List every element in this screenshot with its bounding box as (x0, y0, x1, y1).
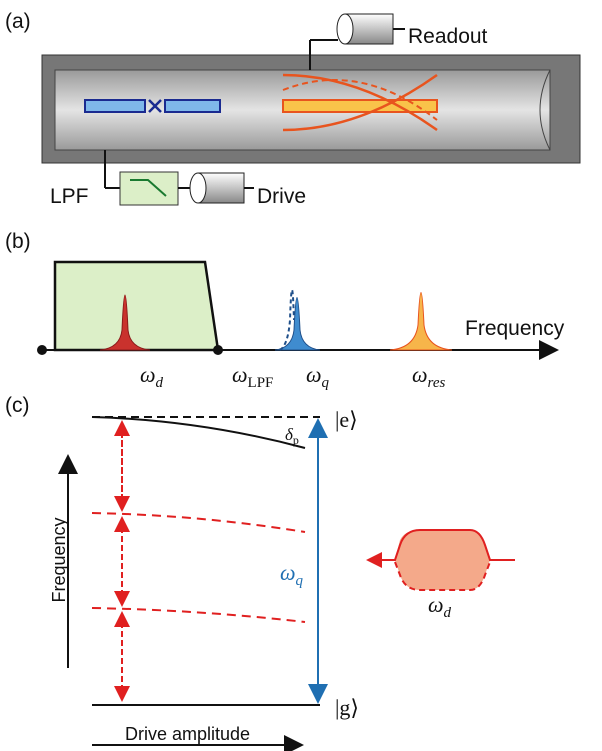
omega-d: ωd (140, 362, 164, 391)
omega-res: ωres (412, 362, 445, 391)
dot (37, 345, 47, 355)
panel-label: (c) (5, 394, 30, 417)
ground-label: |g⟩ (335, 695, 359, 720)
cylinder-face (190, 173, 206, 203)
cylinder-face (337, 14, 353, 44)
delta-label: δp (285, 425, 299, 447)
omega-q: ωq (306, 362, 330, 391)
dressed-level (92, 513, 305, 532)
peak (390, 293, 452, 351)
qubit-pad (165, 100, 220, 112)
dot (213, 345, 223, 355)
peak (275, 298, 320, 351)
lpf-label: LPF (50, 185, 89, 208)
shifted-level (92, 417, 305, 448)
drive-label: Drive (257, 185, 306, 208)
resonator (283, 100, 437, 112)
panel-label: (a) (5, 10, 31, 33)
y-axis-label: Frequency (49, 517, 69, 602)
readout-label: Readout (408, 25, 488, 48)
filter (120, 172, 178, 205)
excited-label: |e⟩ (335, 407, 358, 432)
axis-label: Frequency (465, 317, 565, 340)
qubit-pad (85, 100, 145, 112)
x-axis-label: Drive amplitude (125, 724, 250, 744)
pulse (395, 530, 490, 590)
panel-label: (b) (5, 230, 31, 253)
omega-d-label: ωd (428, 592, 452, 621)
filter-band (55, 262, 218, 350)
dressed-level (92, 608, 305, 622)
omega-lpf: ωLPF (232, 362, 273, 391)
figure: (a) Readout Drive LPF (b) Frequency ωd ω… (0, 0, 602, 751)
omega-q-label: ωq (280, 560, 304, 589)
